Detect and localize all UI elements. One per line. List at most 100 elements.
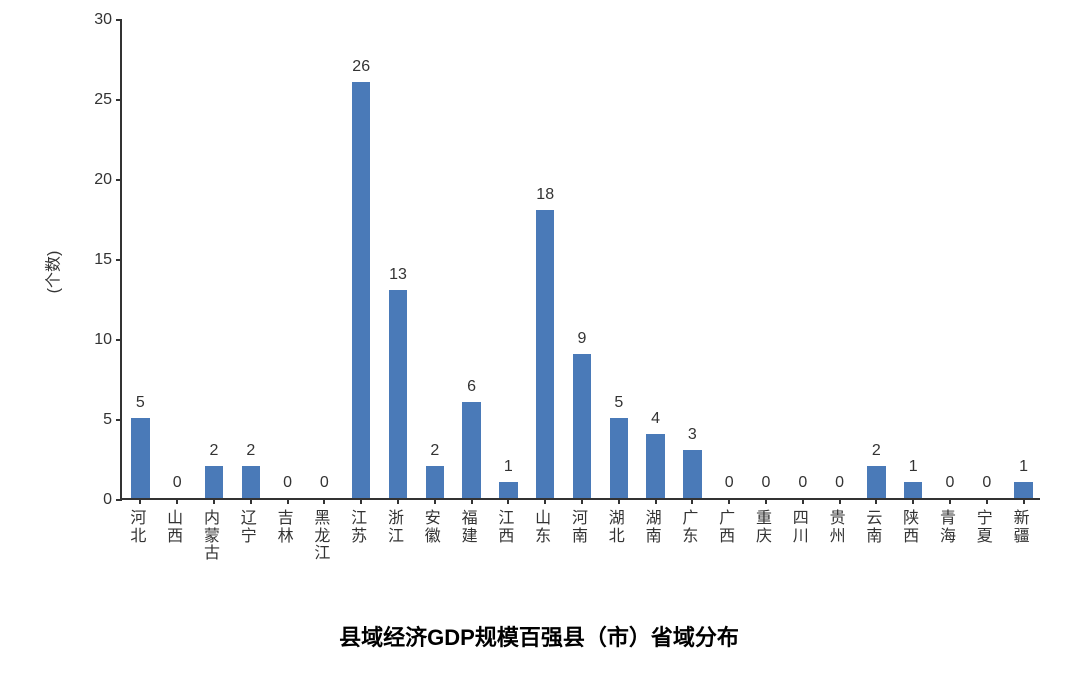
x-tick-mark [875, 498, 877, 504]
x-tick-mark [1023, 498, 1025, 504]
bar-value-label: 1 [504, 458, 513, 476]
y-tick-mark [116, 339, 122, 341]
x-tick-mark [507, 498, 509, 504]
bar: 1 [1014, 482, 1032, 498]
x-category-label: 江西 [496, 510, 516, 545]
bar: 2 [205, 466, 223, 498]
bars-group: 5022002613261189543000021001 [122, 20, 1040, 498]
x-category-label: 内蒙古 [202, 510, 222, 563]
y-tick-label: 20 [94, 171, 112, 189]
bar-value-label: 13 [389, 266, 407, 284]
x-category-label: 安徽 [423, 510, 443, 545]
bar-value-label: 0 [762, 474, 771, 492]
x-category-label: 宁夏 [975, 510, 995, 545]
x-category-label: 云南 [864, 510, 884, 545]
bar: 4 [646, 434, 664, 498]
x-category-label: 河南 [570, 510, 590, 545]
bar: 2 [426, 466, 444, 498]
x-category-label: 湖南 [644, 510, 664, 545]
y-tick-label: 30 [94, 11, 112, 29]
plot-area: 5022002613261189543000021001 [120, 20, 1040, 500]
y-tick-label: 10 [94, 331, 112, 349]
bar: 26 [352, 82, 370, 498]
x-category-label: 山西 [165, 510, 185, 545]
bar-value-label: 2 [210, 442, 219, 460]
x-tick-mark [912, 498, 914, 504]
bar: 2 [867, 466, 885, 498]
bar-value-label: 6 [467, 378, 476, 396]
x-category-label: 新疆 [1012, 510, 1032, 545]
bar-value-label: 0 [173, 474, 182, 492]
x-category-label: 河北 [128, 510, 148, 545]
y-tick-mark [116, 99, 122, 101]
x-category-label: 吉林 [276, 510, 296, 545]
x-tick-mark [139, 498, 141, 504]
bar: 5 [610, 418, 628, 498]
bar-value-label: 0 [982, 474, 991, 492]
bar: 9 [573, 354, 591, 498]
bar-value-label: 0 [798, 474, 807, 492]
x-tick-mark [213, 498, 215, 504]
bar-value-label: 1 [909, 458, 918, 476]
y-tick-mark [116, 179, 122, 181]
x-tick-mark [434, 498, 436, 504]
x-tick-mark [471, 498, 473, 504]
bar-value-label: 2 [246, 442, 255, 460]
x-tick-mark [728, 498, 730, 504]
x-tick-mark [397, 498, 399, 504]
x-category-label: 广东 [680, 510, 700, 545]
y-tick-mark [116, 19, 122, 21]
x-category-label: 陕西 [901, 510, 921, 545]
x-category-label: 贵州 [828, 510, 848, 545]
bar: 18 [536, 210, 554, 498]
bar-value-label: 26 [352, 58, 370, 76]
x-tick-mark [986, 498, 988, 504]
y-axis-title: (个数) [39, 251, 63, 294]
x-tick-mark [323, 498, 325, 504]
x-tick-mark [544, 498, 546, 504]
y-tick-label: 0 [103, 491, 112, 509]
x-tick-mark [581, 498, 583, 504]
bar-value-label: 4 [651, 410, 660, 428]
bar: 1 [904, 482, 922, 498]
bar-value-label: 0 [283, 474, 292, 492]
y-tick-label: 25 [94, 91, 112, 109]
y-tick-mark [116, 499, 122, 501]
y-tick-label: 5 [103, 411, 112, 429]
bar: 1 [499, 482, 517, 498]
x-category-label: 广西 [717, 510, 737, 545]
bar: 3 [683, 450, 701, 498]
bar-value-label: 0 [320, 474, 329, 492]
bar-value-label: 2 [430, 442, 439, 460]
bar: 2 [242, 466, 260, 498]
bar: 6 [462, 402, 480, 498]
x-tick-mark [839, 498, 841, 504]
x-category-label: 辽宁 [239, 510, 259, 545]
x-tick-mark [287, 498, 289, 504]
y-tick-mark [116, 259, 122, 261]
bar-value-label: 5 [614, 394, 623, 412]
x-tick-mark [176, 498, 178, 504]
bar-value-label: 2 [872, 442, 881, 460]
x-tick-mark [618, 498, 620, 504]
y-axis: 051015202530 [80, 20, 120, 500]
bar-value-label: 3 [688, 426, 697, 444]
x-tick-mark [250, 498, 252, 504]
x-tick-mark [765, 498, 767, 504]
x-category-label: 湖北 [607, 510, 627, 545]
x-tick-mark [691, 498, 693, 504]
x-tick-mark [655, 498, 657, 504]
chart-container: (个数) 051015202530 5022002613261189543000… [80, 20, 1040, 580]
y-tick-mark [116, 419, 122, 421]
y-tick-label: 15 [94, 251, 112, 269]
x-category-label: 四川 [791, 510, 811, 545]
bar-value-label: 0 [946, 474, 955, 492]
bar-value-label: 0 [725, 474, 734, 492]
x-tick-mark [949, 498, 951, 504]
x-category-label: 福建 [460, 510, 480, 545]
x-category-label: 山东 [533, 510, 553, 545]
bar-value-label: 0 [835, 474, 844, 492]
x-category-label: 江苏 [349, 510, 369, 545]
bar: 13 [389, 290, 407, 498]
bar: 5 [131, 418, 149, 498]
